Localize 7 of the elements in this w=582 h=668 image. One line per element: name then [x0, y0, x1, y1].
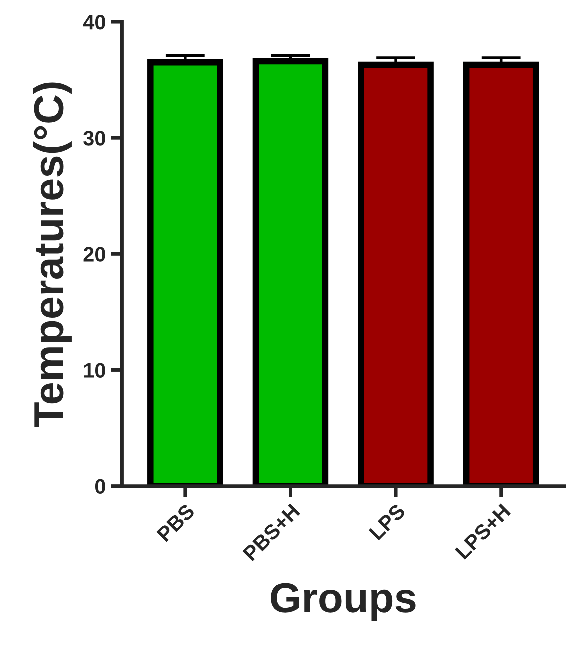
y-axis-title: Temperatures(°C) — [33, 82, 72, 428]
y-tick-label: 40 — [83, 15, 106, 30]
y-tick-label: 30 — [84, 131, 106, 146]
y-tick-label: 10 — [84, 363, 106, 378]
y-tick-label: 0 — [95, 479, 106, 494]
x-axis-title: Groups — [271, 583, 416, 622]
y-tick-label: 20 — [84, 247, 106, 262]
